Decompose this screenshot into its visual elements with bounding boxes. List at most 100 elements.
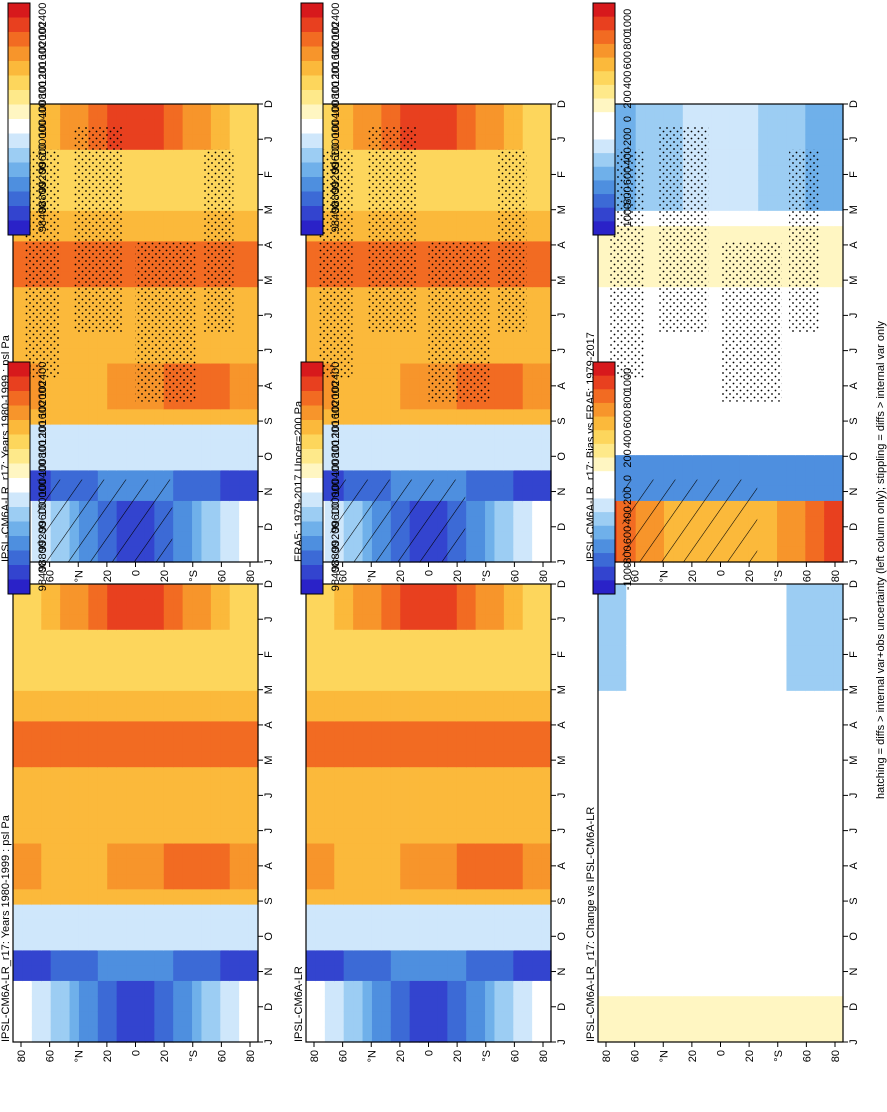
heatmap-cell — [229, 675, 240, 692]
heatmap-cell — [777, 546, 788, 563]
heatmap-cell — [13, 843, 24, 860]
heatmap-cell — [116, 660, 127, 677]
heatmap-cell — [13, 348, 24, 365]
heatmap-cell — [239, 584, 250, 600]
heatmap-cell — [814, 645, 825, 661]
heatmap-cell — [210, 706, 221, 722]
heatmap-cell — [173, 195, 184, 212]
heatmap-cell — [353, 378, 364, 395]
month-tick-label: D — [263, 100, 275, 108]
heatmap-cell — [645, 675, 656, 692]
heatmap-cell — [69, 645, 80, 661]
heatmap-cell — [60, 455, 71, 471]
heatmap-cell — [805, 1011, 816, 1028]
heatmap-cell — [334, 599, 345, 616]
heatmap-cell — [324, 813, 335, 829]
heatmap-cell — [220, 980, 231, 997]
heatmap-cell — [767, 546, 778, 563]
heatmap-cell — [182, 721, 193, 738]
heatmap-cell — [645, 828, 656, 845]
heatmap-cell — [447, 996, 458, 1013]
heatmap-cell — [306, 782, 317, 799]
month-tick-label: M — [848, 685, 860, 694]
month-tick-label: J — [848, 616, 860, 622]
heatmap-cell — [135, 889, 146, 906]
heatmap-cell — [456, 195, 467, 212]
heatmap-cell — [616, 919, 627, 936]
heatmap-cell — [353, 629, 364, 646]
heatmap-cell — [381, 470, 392, 487]
heatmap-cell — [324, 690, 335, 707]
heatmap-cell — [50, 104, 61, 120]
heatmap-cell — [522, 363, 533, 380]
heatmap-cell — [97, 965, 108, 982]
heatmap-cell — [144, 394, 155, 410]
heatmap-cell — [541, 706, 552, 722]
heatmap-cell — [419, 409, 430, 426]
heatmap-cell — [88, 1026, 99, 1043]
heatmap-cell — [485, 226, 496, 242]
heatmap-cell — [682, 424, 693, 441]
heatmap-cell — [654, 935, 665, 951]
heatmap-cell — [437, 965, 448, 982]
heatmap-cell — [182, 996, 193, 1013]
heatmap-cell — [97, 363, 108, 380]
heatmap-cell — [192, 226, 203, 242]
heatmap-cell — [532, 287, 543, 304]
heatmap-cell — [107, 439, 118, 456]
heatmap-cell — [682, 614, 693, 631]
heatmap-cell — [50, 439, 61, 456]
heatmap-cell — [805, 996, 816, 1013]
heatmap-cell — [163, 675, 174, 692]
heatmap-cell — [78, 470, 89, 487]
heatmap-cell — [494, 935, 505, 951]
heatmap-cell — [428, 149, 439, 166]
heatmap-cell — [88, 980, 99, 997]
heatmap-cell — [192, 531, 203, 548]
heatmap-cell — [513, 843, 524, 860]
heatmap-cell — [107, 706, 118, 722]
month-tick-label: D — [848, 523, 860, 531]
heatmap-cell — [248, 980, 259, 997]
heatmap-cell — [324, 104, 335, 120]
heatmap-cell — [419, 996, 430, 1013]
heatmap-cell — [824, 439, 835, 456]
heatmap-cell — [419, 470, 430, 487]
heatmap-cell — [107, 455, 118, 471]
heatmap-cell — [306, 333, 317, 349]
heatmap-cell — [371, 645, 382, 661]
heatmap-cell — [598, 889, 609, 906]
heatmap-cell — [428, 104, 439, 120]
heatmap-cell — [201, 409, 212, 426]
heatmap-cell — [60, 439, 71, 456]
heatmap-cell — [419, 874, 430, 890]
heatmap-cell — [390, 843, 401, 860]
heatmap-cell — [833, 813, 844, 829]
heatmap-cell — [616, 690, 627, 707]
heatmap-cell — [663, 797, 674, 814]
heatmap-cell — [400, 394, 411, 410]
heatmap-cell — [50, 843, 61, 860]
heatmap-cell — [466, 439, 477, 456]
heatmap-cell — [739, 782, 750, 799]
heatmap-cell — [767, 531, 778, 548]
heatmap-cell — [541, 614, 552, 631]
heatmap-cell — [248, 706, 259, 722]
heatmap-cell — [682, 584, 693, 600]
heatmap-cell — [60, 843, 71, 860]
heatmap-cell — [126, 455, 137, 471]
heatmap-cell — [409, 455, 420, 471]
heatmap-cell — [795, 767, 806, 784]
heatmap-cell — [126, 767, 137, 784]
heatmap-cell — [786, 104, 797, 120]
heatmap-cell — [50, 721, 61, 738]
heatmap-cell — [541, 516, 552, 533]
heatmap-cell — [673, 1011, 684, 1028]
heatmap-cell — [494, 858, 505, 875]
heatmap-cell — [116, 439, 127, 456]
heatmap-cell — [107, 645, 118, 661]
heatmap-cell — [154, 721, 165, 738]
heatmap-cell — [409, 675, 420, 692]
heatmap-cell — [475, 889, 486, 906]
heatmap-cell — [192, 904, 203, 921]
